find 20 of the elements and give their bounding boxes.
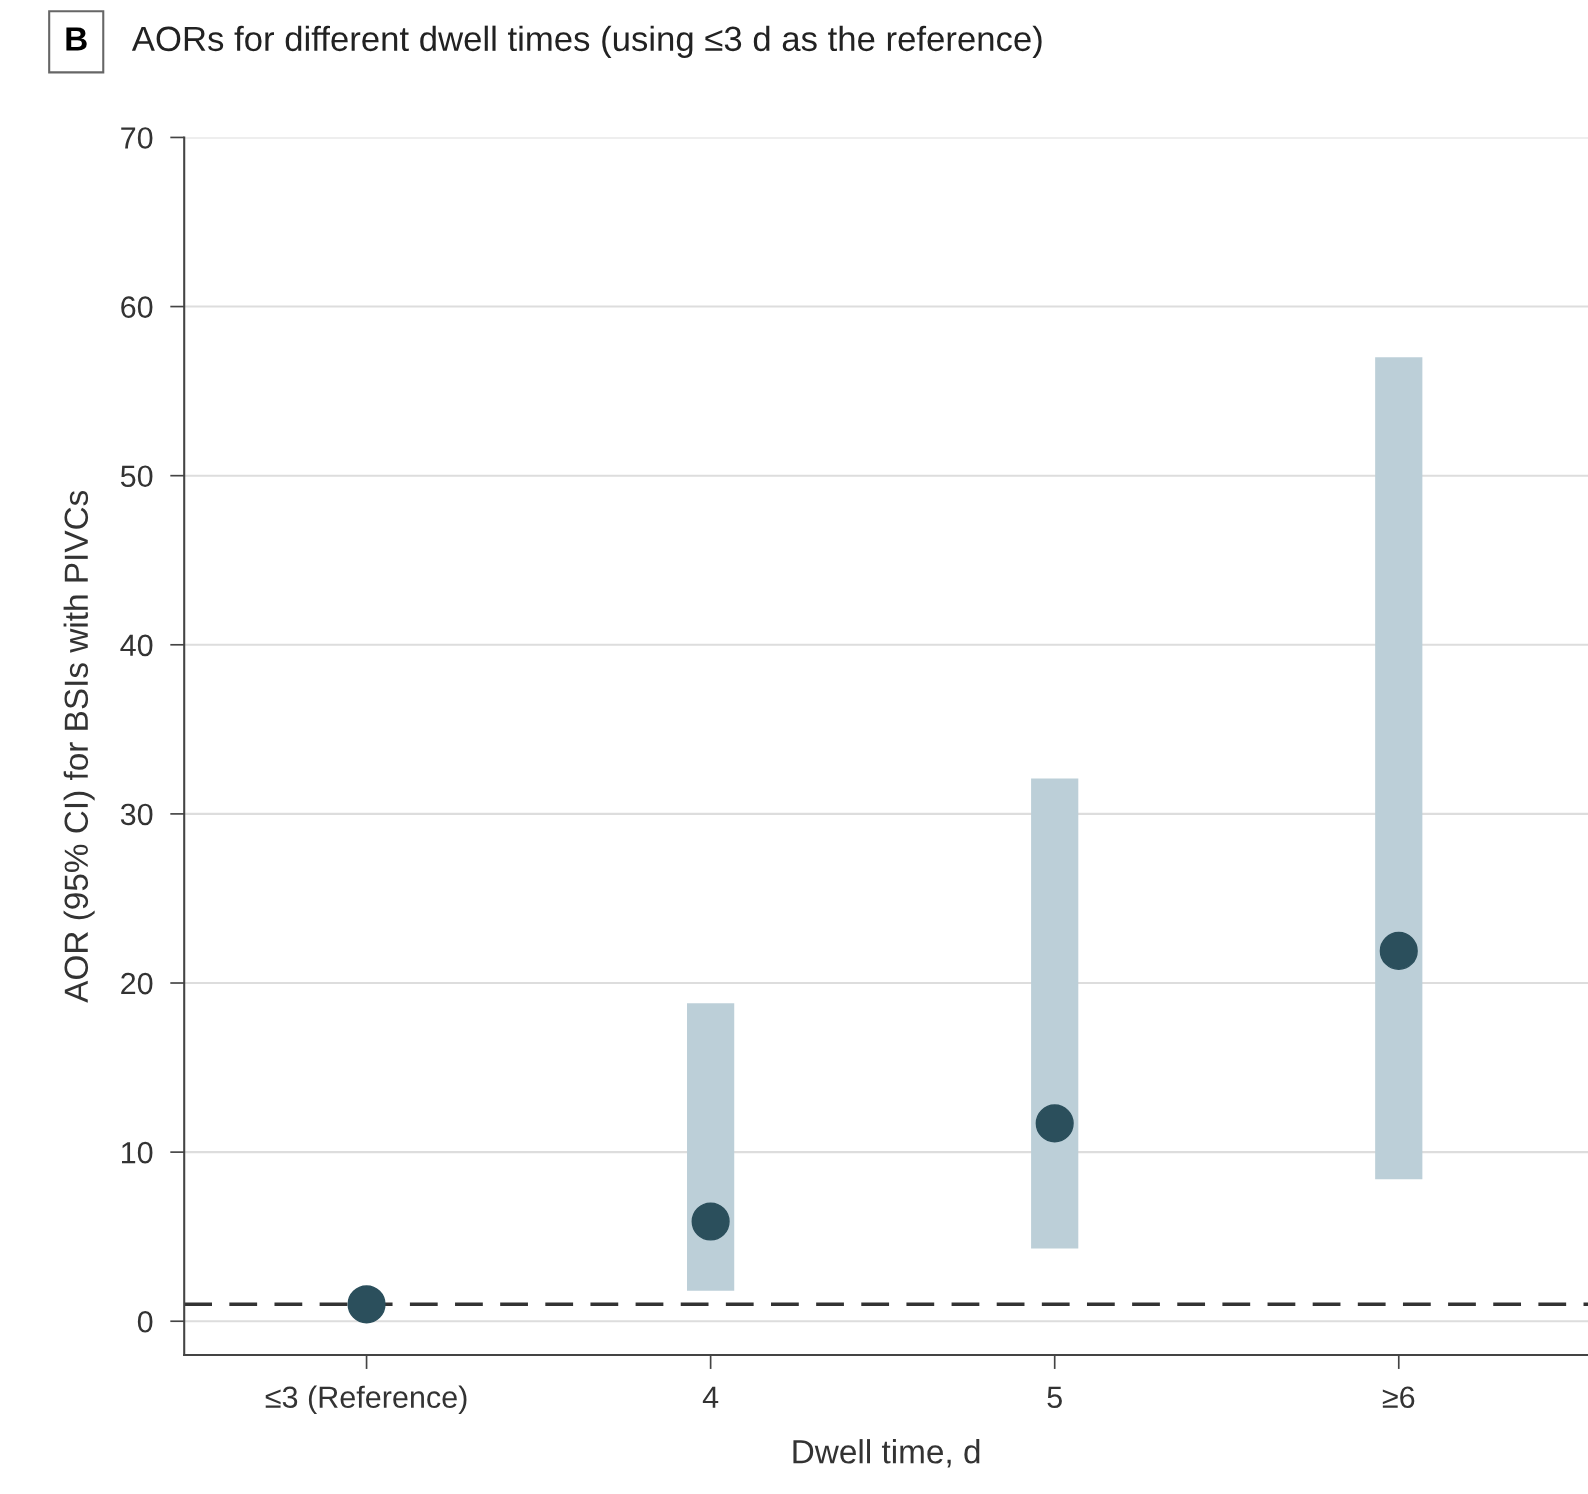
point [691, 1202, 730, 1241]
y-tick-label: 30 [120, 803, 153, 826]
y-tick-label: 10 [122, 1141, 153, 1164]
point [1379, 931, 1418, 970]
y-axis-title: AOR (95% CI) for BSIs with PIVCs [63, 490, 95, 1003]
text: B [66, 27, 87, 51]
y-tick-label: 20 [121, 972, 153, 995]
point [1035, 1104, 1074, 1143]
x-axis-title: Dwell time, d [793, 1439, 980, 1468]
x-tick-label: ≥6 [1382, 1386, 1415, 1409]
x-tick-label: 4 [702, 1386, 719, 1408]
y-tick-label: 60 [121, 296, 153, 318]
x-tick-label: 5 [1047, 1386, 1062, 1409]
y-tick-label: 70 [121, 127, 153, 149]
y-tick-label: 50 [120, 465, 153, 488]
chart-title: AORs for different dwell times (using ≤3 d as the reference) [131, 25, 1042, 59]
y-tick-label: 0 [137, 1310, 153, 1333]
point [347, 1285, 386, 1324]
x-tick-label: ≤3 (Reference) [265, 1385, 467, 1415]
y-tick-label: 40 [120, 634, 153, 657]
